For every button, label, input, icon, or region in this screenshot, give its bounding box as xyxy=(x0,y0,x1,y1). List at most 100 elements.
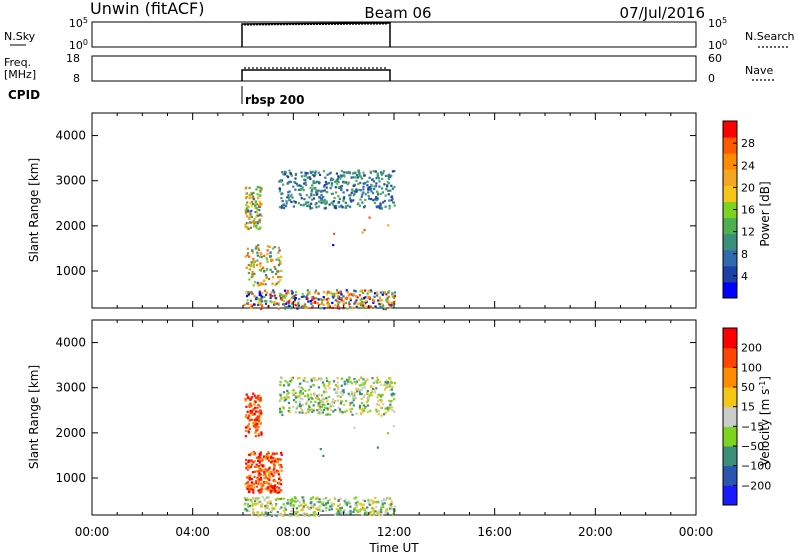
cpid-label: CPID xyxy=(8,88,40,102)
echo-point xyxy=(391,295,394,298)
echo-point xyxy=(255,206,258,210)
colorbar-tick-label: 100 xyxy=(741,361,762,374)
echo-point xyxy=(307,300,310,303)
echo-point xyxy=(387,385,390,388)
echo-point xyxy=(295,407,298,410)
echo-point xyxy=(296,302,300,306)
echo-point xyxy=(337,499,340,502)
echo-point xyxy=(340,299,343,302)
echo-point xyxy=(260,188,263,191)
echo-point xyxy=(245,294,249,298)
echo-point xyxy=(337,513,340,516)
echo-point xyxy=(258,471,261,475)
echo-point xyxy=(285,305,288,309)
echo-point xyxy=(343,175,346,178)
echo-point xyxy=(273,265,276,268)
echo-point xyxy=(331,306,334,310)
echo-point xyxy=(364,305,368,308)
echo-point xyxy=(342,180,345,184)
echo-point xyxy=(289,180,292,184)
echo-point xyxy=(375,505,378,509)
x-tick-label: 00:00 xyxy=(75,525,110,539)
echo-point xyxy=(317,402,320,405)
echo-point xyxy=(246,302,250,306)
echo-point xyxy=(301,292,304,296)
echo-point xyxy=(313,503,316,506)
echo-point xyxy=(243,504,246,507)
echo-point xyxy=(282,303,286,306)
echo-point xyxy=(246,410,249,413)
echo-point xyxy=(390,305,393,309)
echo-point xyxy=(361,301,364,304)
echo-point xyxy=(375,410,378,413)
echo-point xyxy=(354,381,357,384)
echo-point xyxy=(317,298,320,301)
echo-point xyxy=(345,409,348,412)
freq-trace xyxy=(241,69,391,81)
echo-point xyxy=(279,497,282,501)
echo-point xyxy=(345,378,349,381)
echo-point xyxy=(278,180,281,183)
echo-point xyxy=(265,453,268,456)
echo-point xyxy=(293,300,296,303)
colorbar-tick-label: 15 xyxy=(741,401,755,414)
echo-point xyxy=(248,422,251,426)
echo-point xyxy=(247,461,250,464)
echo-point xyxy=(258,283,261,287)
echo-point xyxy=(360,504,363,507)
echo-point xyxy=(301,497,304,500)
echo-point xyxy=(259,264,262,268)
echo-point xyxy=(278,507,282,511)
echo-point xyxy=(287,300,290,303)
echo-point xyxy=(393,505,397,508)
echo-point xyxy=(294,394,297,398)
echo-point xyxy=(254,298,258,301)
echo-point xyxy=(256,425,260,428)
echo-point xyxy=(283,506,286,509)
echo-point xyxy=(299,397,302,400)
echo-point xyxy=(259,269,263,272)
echo-point xyxy=(257,511,260,514)
echo-point xyxy=(256,418,259,422)
echo-point xyxy=(317,404,320,408)
echo-point xyxy=(390,393,393,396)
echo-point xyxy=(373,198,376,201)
echo-point xyxy=(307,292,310,295)
echo-point xyxy=(320,408,323,411)
echo-point xyxy=(344,399,348,403)
echo-point xyxy=(250,396,254,399)
echo-point xyxy=(309,396,312,399)
echo-point xyxy=(279,466,282,469)
echo-point xyxy=(322,185,326,188)
echo-point xyxy=(342,295,345,298)
colorbar-tick-label: −15 xyxy=(741,420,764,433)
echo-point xyxy=(249,299,253,302)
echo-point xyxy=(385,293,388,296)
echo-point xyxy=(308,508,311,511)
echo-point xyxy=(333,304,337,307)
echo-point xyxy=(352,176,355,179)
echo-point xyxy=(319,405,322,408)
echo-point xyxy=(356,501,359,504)
echo-point xyxy=(340,185,343,188)
echo-point xyxy=(244,426,248,429)
echo-point xyxy=(275,297,278,300)
colorbar-segment xyxy=(723,121,737,138)
echo-point xyxy=(247,404,251,407)
echo-point xyxy=(386,512,389,515)
echo-point xyxy=(261,503,264,506)
echo-point xyxy=(269,268,272,271)
echo-point xyxy=(330,502,333,505)
echo-point xyxy=(371,506,374,510)
echo-point xyxy=(260,297,263,300)
echo-point xyxy=(331,203,335,206)
echo-point xyxy=(358,188,361,191)
echo-point xyxy=(372,199,375,202)
echo-point xyxy=(372,298,375,301)
echo-point xyxy=(339,402,342,405)
echo-point xyxy=(259,396,262,399)
echo-point xyxy=(347,379,351,382)
echo-point xyxy=(253,423,256,426)
echo-point xyxy=(252,392,255,395)
echo-point xyxy=(344,181,348,184)
